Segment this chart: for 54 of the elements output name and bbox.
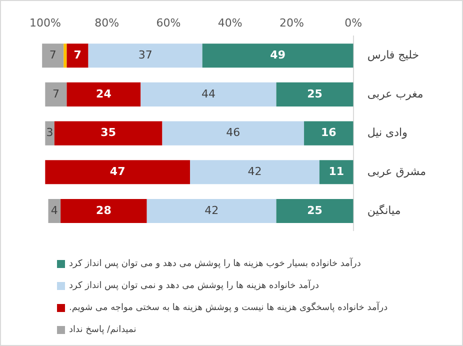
data-label: 11 <box>328 165 344 178</box>
data-label: 46 <box>226 126 240 140</box>
legend-label: درآمد خانواده پاسخگوی هزینه ها نیست و پوشش هزینه ها به سختی مواجه می شویم. <box>69 303 388 313</box>
bar <box>42 44 64 68</box>
bar <box>88 44 202 68</box>
bar <box>54 121 162 146</box>
bar <box>276 198 354 224</box>
data-label: 16 <box>321 126 337 140</box>
x-tick-label: 60% <box>156 16 181 30</box>
legend-label: درآمد خانواده بسیار خوب هزینه ها را پوشش می دهد و می توان پس انداز کرد <box>69 259 361 269</box>
bar <box>276 82 354 106</box>
bar <box>45 160 190 184</box>
data-label: 25 <box>307 87 322 100</box>
bar <box>45 82 67 106</box>
x-tick-label: 40% <box>218 16 242 30</box>
bar <box>202 44 354 68</box>
bar <box>190 160 320 184</box>
y-tick-label: خلیج فارس <box>367 48 420 62</box>
bar <box>162 121 304 146</box>
data-label: 24 <box>96 87 112 100</box>
data-label: 4 <box>50 204 58 217</box>
x-tick-label: 20% <box>279 16 304 30</box>
y-tick-label: مشرق عربی <box>367 165 426 178</box>
bar <box>64 44 67 68</box>
bar <box>48 198 61 224</box>
bar <box>66 82 141 106</box>
y-tick-label: میانگین <box>367 204 401 217</box>
y-tick-label: وادی نیل <box>367 126 408 140</box>
data-label: 49 <box>270 48 286 62</box>
data-label: 7 <box>74 48 82 62</box>
data-label: 47 <box>110 165 126 178</box>
bar <box>319 160 354 184</box>
y-tick-label: مغرب عربی <box>367 87 424 100</box>
data-label: 7 <box>52 87 60 100</box>
bar <box>304 121 354 146</box>
x-tick-label: 100% <box>29 16 61 30</box>
legend-label: نمیدانم/ پاسخ نداد <box>69 325 136 335</box>
data-label: 44 <box>201 87 216 100</box>
x-tick-label: 0% <box>344 16 362 30</box>
x-tick-label: 80% <box>94 16 120 30</box>
data-label: 35 <box>100 126 116 140</box>
bar <box>45 121 54 146</box>
data-label: 28 <box>96 204 112 217</box>
data-label: 7 <box>49 48 56 62</box>
data-label: 42 <box>204 204 219 217</box>
bar <box>60 198 147 224</box>
data-label: 25 <box>307 204 322 217</box>
bar <box>140 82 276 106</box>
legend-label: درآمد خانواده هزینه ها را پوشش می دهد و نمی توان پس انداز کرد <box>69 281 319 291</box>
data-label: 42 <box>248 165 262 178</box>
data-label: 37 <box>138 48 152 62</box>
data-label: 3 <box>46 126 54 140</box>
bar <box>146 198 276 224</box>
bar <box>66 44 88 68</box>
